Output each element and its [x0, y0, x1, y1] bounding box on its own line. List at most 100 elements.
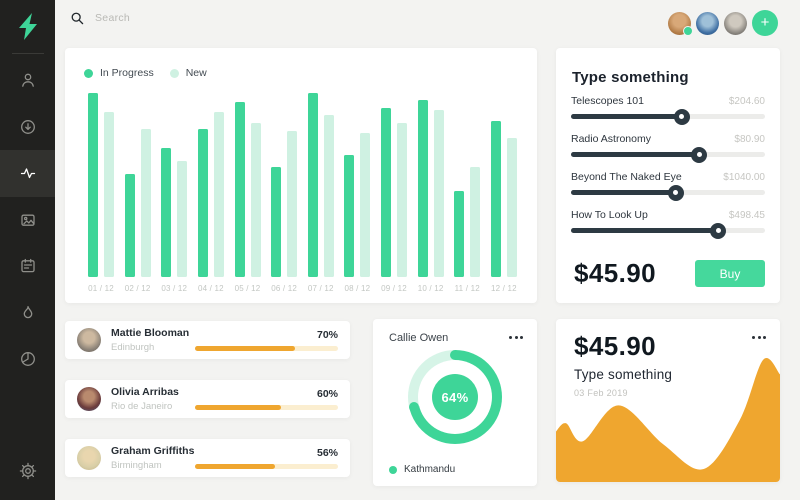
legend-dot: [389, 465, 397, 474]
divider: [11, 53, 44, 54]
search-input[interactable]: [93, 11, 247, 25]
search-bar[interactable]: [70, 11, 247, 25]
bar-in-progress: [271, 167, 282, 277]
legend-dot: [84, 68, 93, 78]
bar-in-progress: [307, 93, 318, 277]
slider-track[interactable]: [571, 222, 765, 239]
donut-value: 64%: [432, 374, 478, 420]
slider-track[interactable]: [571, 108, 765, 125]
sidebar-item-stats[interactable]: [0, 336, 55, 383]
x-axis-label: 02 / 12: [124, 284, 151, 293]
bar-group: 02 / 12: [124, 87, 151, 293]
donut-chart-card: Callie Owen 64% Kathmandu: [373, 319, 537, 486]
more-icon[interactable]: [509, 336, 523, 339]
area-chart-card: $45.90 Type something 03 Feb 2019: [556, 319, 780, 482]
slider-fill: [571, 152, 700, 157]
slider-row: How To Look Up $498.45: [571, 209, 765, 239]
x-axis-label: 10 / 12: [417, 284, 444, 293]
pie-chart-icon: [20, 352, 35, 367]
user-icon: [21, 73, 34, 88]
subtitle: Type something: [574, 367, 673, 382]
buy-button[interactable]: Buy: [695, 260, 765, 287]
person-city: Birmingham: [111, 459, 162, 471]
bar-new: [397, 123, 407, 277]
slider-track[interactable]: [571, 184, 765, 201]
purchase-row: $45.90 Buy: [574, 258, 765, 289]
sidebar-item-trending[interactable]: [0, 290, 55, 337]
bar-in-progress: [490, 121, 501, 277]
slider-fill: [571, 114, 682, 119]
progress-bar: [195, 346, 338, 351]
legend-label: In Progress: [100, 67, 154, 79]
slider-handle[interactable]: [691, 146, 708, 163]
legend-item-new: New: [169, 67, 207, 79]
slider-price: $1040.00: [723, 172, 765, 183]
bar-new: [360, 133, 371, 277]
slider-rows: Telescopes 101 $204.60 Radio Astronomy $80.…: [571, 95, 765, 239]
slider-label: How To Look Up: [571, 209, 648, 221]
progress-bar: [195, 405, 338, 410]
bar-group: 03 / 12: [161, 87, 188, 293]
progress-value: 60%: [316, 388, 338, 400]
donut-ring: 64%: [408, 350, 502, 444]
bar-group: 10 / 12: [417, 87, 444, 293]
sidebar-item-schedule[interactable]: [0, 243, 55, 290]
person-city: Edinburgh: [111, 341, 155, 353]
amount: $45.90: [574, 331, 656, 361]
x-axis-label: 03 / 12: [161, 284, 188, 293]
slider-handle[interactable]: [667, 184, 684, 201]
person-name: Mattie Blooman: [111, 327, 190, 340]
slider-row: Telescopes 101 $204.60: [571, 95, 765, 125]
add-button[interactable]: +: [752, 10, 778, 36]
bar-in-progress: [417, 100, 428, 277]
bar-group: 06 / 12: [271, 87, 298, 293]
sidebar-item-settings[interactable]: [0, 448, 55, 495]
person-card[interactable]: Mattie Blooman Edinburgh 70%: [65, 321, 350, 359]
sidebar-item-profile[interactable]: [0, 57, 55, 104]
slider-fill: [571, 190, 676, 195]
avatar: [77, 387, 101, 411]
sidebar-item-downloads[interactable]: [0, 104, 55, 151]
flame-icon: [23, 305, 32, 318]
user-avatar[interactable]: [668, 11, 693, 36]
bar-group: 08 / 12: [344, 87, 371, 293]
bar-new: [177, 161, 188, 277]
bar-new: [323, 115, 334, 277]
legend-dot: [169, 68, 179, 78]
bar-group: 04 / 12: [197, 87, 224, 293]
legend-label: Kathmandu: [404, 464, 456, 475]
slider-handle[interactable]: [673, 108, 690, 125]
slider-handle[interactable]: [710, 222, 727, 239]
bar-group: 11 / 12: [454, 87, 481, 293]
sidebar-bottom: [0, 448, 55, 495]
person-name: Graham Griffiths: [111, 445, 195, 458]
slider-fill: [571, 228, 719, 233]
more-icon[interactable]: [752, 336, 766, 339]
x-axis-label: 07 / 12: [307, 284, 334, 293]
bar-in-progress: [124, 174, 135, 277]
sidebar-nav: [0, 57, 55, 383]
sidebar-item-activity[interactable]: [0, 150, 55, 197]
avatar: [77, 328, 101, 352]
sidebar-item-gallery[interactable]: [0, 197, 55, 244]
card-title: Callie Owen: [389, 332, 449, 344]
topbar: +: [55, 0, 800, 42]
app-logo[interactable]: [0, 0, 55, 53]
user-avatar[interactable]: [724, 11, 747, 35]
user-avatar[interactable]: [696, 11, 719, 35]
bar-in-progress: [381, 108, 391, 277]
donut-arc-cap: [409, 402, 420, 413]
image-icon: [20, 214, 35, 226]
bar-new: [213, 112, 224, 277]
area-chart: [556, 358, 780, 482]
bar-plot: 01 / 12 02 / 12 03 / 12 04 / 12 05 / 12 06 / …: [88, 88, 517, 293]
bar-new: [104, 112, 114, 277]
slider-track[interactable]: [571, 146, 765, 163]
person-card[interactable]: Graham Griffiths Birmingham 56%: [65, 439, 350, 477]
person-card[interactable]: Olivia Arribas Rio de Janeiro 60%: [65, 380, 350, 418]
person-name: Olivia Arribas: [111, 386, 179, 399]
activity-icon: [20, 168, 35, 179]
sidebar: [0, 0, 55, 500]
x-axis-label: 06 / 12: [271, 284, 298, 293]
